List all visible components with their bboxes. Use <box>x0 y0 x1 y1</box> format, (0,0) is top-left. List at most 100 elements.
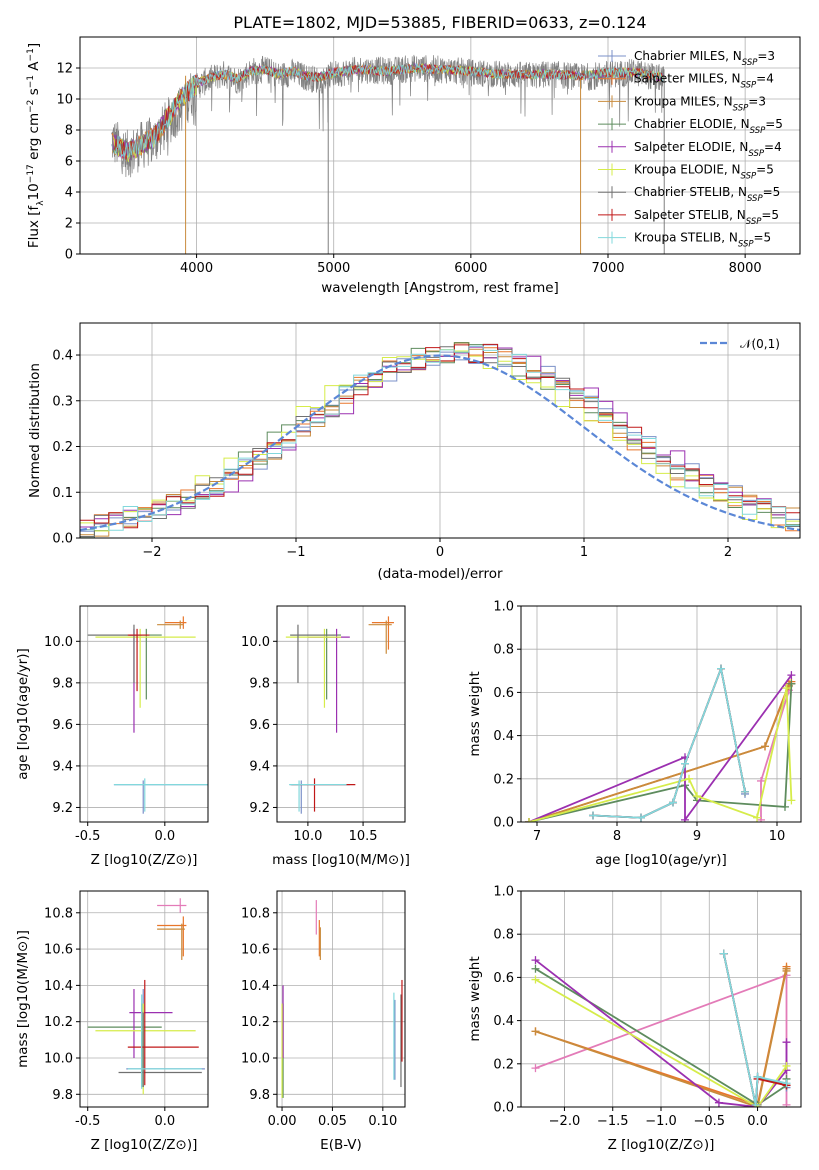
legend-ssp-sub-1: SSP <box>741 81 757 91</box>
age-vs-Z-ytick-label-2: 9.6 <box>52 718 73 733</box>
residuals-ytick-label-0: 0.0 <box>52 532 73 547</box>
legend-ssp-count-3: =5 <box>765 117 783 131</box>
residuals-plot-area <box>80 342 800 538</box>
weight-vs-age-marker-6-2 <box>693 792 701 801</box>
weight-vs-age-marker-9-1 <box>637 813 645 822</box>
spectrum-legend-text-4: Salpeter ELODIE, NSSP=4 <box>634 140 782 159</box>
age-vs-mass-xlabel: mass [log10(M/M⊙)] <box>272 852 410 868</box>
mass-vs-EBV-ytick-label-1: 10.0 <box>241 1051 270 1066</box>
residuals-xlabel: (data-model)/error <box>377 566 503 582</box>
spectrum-chart: 4000 5000 6000 7000 8000 0 2 4 6 8 10 12 wavelength … <box>26 36 801 296</box>
weight-vs-Z-marker-9-2 <box>753 1072 762 1081</box>
residuals-legend-label: 𝒩(0,1) <box>740 337 780 351</box>
legend-ssp-sub-0: SSP <box>742 58 758 68</box>
weight-vs-age-marker-9-2 <box>669 798 677 807</box>
weight-vs-Z-line-6 <box>535 978 788 1107</box>
legend-series-name-5: Kroupa ELODIE, N <box>634 163 741 177</box>
spectrum-ylabel-part-7: −1 <box>26 75 36 88</box>
weight-vs-Z-marker-3-0 <box>531 1027 540 1036</box>
mass-vs-Z-plot-area <box>87 898 205 1095</box>
age-vs-Z-xtick-label-0: -0.5 <box>75 829 100 844</box>
weight-vs-age-marker-6-4 <box>782 684 791 693</box>
weight-vs-Z-marker-6-2 <box>782 1061 791 1070</box>
spectrum-ylabel-part-3: −17 <box>26 164 36 183</box>
spectrum-legend-text-2: Kroupa MILES, NSSP=3 <box>634 94 766 113</box>
weight-vs-age-marker-9-4 <box>717 664 725 673</box>
weight-vs-age-ytick-label-5: 1.0 <box>493 600 514 615</box>
mass-vs-Z-frame <box>79 890 209 1108</box>
residuals-xtick-label-1: −1 <box>286 545 305 560</box>
spectrum-ylabel-part-10: ] <box>26 43 42 48</box>
weight-vs-age-ytick-label-4: 0.8 <box>493 643 514 658</box>
residuals-xtick-label-4: 2 <box>724 545 732 560</box>
legend-ssp-count-2: =3 <box>748 94 766 108</box>
legend-series-name-0: Chabrier MILES, N <box>634 49 742 63</box>
mass-vs-Z-ytick-label-5: 10.8 <box>44 906 73 921</box>
spectrum-xtick-label-3: 7000 <box>591 261 624 276</box>
spectrum-ytick-label-1: 2 <box>65 217 73 232</box>
mass-vs-Z-xlabel: Z [log10(Z/Z⊙)] <box>91 1137 198 1153</box>
spectrum-ylabel-part-5: −2 <box>26 100 36 113</box>
spectrum-ytick-label-0: 0 <box>65 248 73 263</box>
weight-vs-Z-ytick-label-3: 0.6 <box>493 971 514 986</box>
residuals-ytick-label-2: 0.2 <box>52 440 73 455</box>
weight-vs-age-xlabel: age [log10(age/yr)] <box>595 852 727 868</box>
weight-vs-age-marker-9-5 <box>741 787 749 796</box>
spectrum-ylabel-part-0: Flux [f <box>26 204 42 248</box>
mass-vs-EBV-plot-area <box>281 900 403 1098</box>
spectrum-legend-text-8: Kroupa STELIB, NSSP=5 <box>634 231 771 250</box>
residuals-frame <box>79 322 801 539</box>
spectrum-xlabel: wavelength [Angstrom, rest frame] <box>321 280 559 296</box>
age-vs-mass-chart: 10.0 10.5 9.2 9.4 9.6 9.8 10.0 mass [log10(M/M⊙… <box>241 605 410 868</box>
legend-series-name-1: Salpeter MILES, N <box>634 72 741 86</box>
age-vs-Z-chart: -0.5 0.0 9.2 9.4 9.6 9.8 10.0 Z [log10(Z/Z⊙)] ag… <box>15 605 209 868</box>
weight-vs-Z-ytick-label-0: 0.0 <box>493 1101 514 1116</box>
legend-series-name-4: Salpeter ELODIE, N <box>634 140 748 154</box>
residuals-xtick-label-2: 0 <box>436 545 444 560</box>
legend-ssp-count-6: =5 <box>763 185 781 199</box>
weight-vs-age-marker-6-0 <box>525 818 533 822</box>
legend-ssp-sub-2: SSP <box>733 103 749 113</box>
weight-vs-Z-marker-9-0 <box>719 949 728 958</box>
spectrum-ylabel-part-6: s <box>26 88 42 99</box>
weight-vs-age-line-9 <box>592 665 746 819</box>
mass-vs-Z-xtick-label-1: 0.0 <box>154 1114 175 1129</box>
spectrum-legend-text-3: Chabrier ELODIE, NSSP=5 <box>634 117 783 136</box>
age-vs-Z-ytick-label-3: 9.8 <box>52 676 73 691</box>
legend-ssp-sub-3: SSP <box>750 126 766 136</box>
residuals-xtick-label-3: 1 <box>580 545 588 560</box>
mass-vs-EBV-ytick-label-4: 10.6 <box>241 943 270 958</box>
weight-vs-age-ytick-label-3: 0.6 <box>493 686 514 701</box>
mass-vs-EBV-xtick-label-0: 0.00 <box>268 1114 297 1129</box>
legend-ssp-count-7: =5 <box>761 208 779 222</box>
weight-vs-Z-ytick-label-2: 0.4 <box>493 1014 514 1029</box>
weight-vs-age-line-6 <box>528 687 793 822</box>
spectrum-xtick-label-4: 8000 <box>729 261 762 276</box>
weight-vs-Z-ylabel: mass weight <box>467 956 483 1041</box>
weight-vs-Z-marker-0-0 <box>531 1064 540 1073</box>
weight-vs-age-xtick-label-0: 7 <box>533 829 541 844</box>
weight-vs-Z-marker-5-1 <box>714 1098 723 1107</box>
weight-vs-Z-marker-0-2 <box>782 1100 791 1107</box>
weight-vs-age-xtick-label-1: 8 <box>613 829 621 844</box>
age-vs-Z-ytick-label-4: 10.0 <box>44 635 73 650</box>
spectrum-legend-text-5: Kroupa ELODIE, NSSP=5 <box>634 163 774 182</box>
spectrum-ytick-label-6: 12 <box>56 62 73 77</box>
spectrum-ylabel-part-1: λ <box>36 200 46 206</box>
weight-vs-Z-ytick-label-4: 0.8 <box>493 928 514 943</box>
weight-vs-age-ytick-label-1: 0.2 <box>493 772 514 787</box>
age-vs-mass-ytick-label-2: 9.6 <box>249 718 270 733</box>
weight-vs-Z-xtick-label-1: −1.5 <box>597 1114 629 1129</box>
spectrum-ylabel-part-2: 10 <box>26 183 42 200</box>
weight-vs-age-chart: 7 8 9 10 0.0 0.2 0.4 0.6 0.8 1.0 age [log10(age/yr… <box>467 600 802 868</box>
legend-ssp-sub-8: SSP <box>738 240 754 250</box>
weight-vs-age-line-5 <box>528 674 793 822</box>
residuals-normal-curve <box>80 354 800 532</box>
mass-vs-Z-ytick-label-3: 10.4 <box>44 979 73 994</box>
mass-vs-Z-ytick-label-1: 10.0 <box>44 1051 73 1066</box>
weight-vs-age-marker-5-2 <box>681 815 689 822</box>
spectrum-xtick-label-2: 6000 <box>454 261 487 276</box>
mass-vs-EBV-ytick-label-2: 10.2 <box>241 1015 270 1030</box>
